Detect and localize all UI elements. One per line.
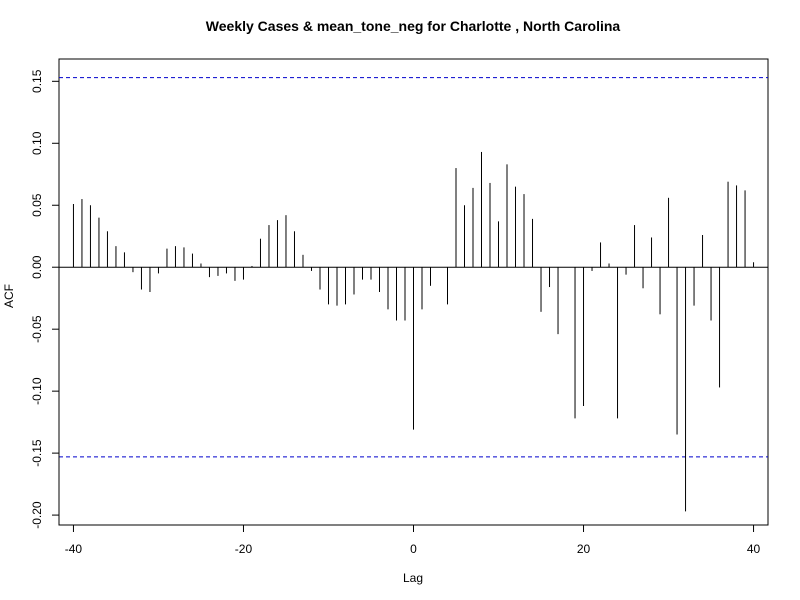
y-tick-label: 0.10 bbox=[30, 131, 44, 155]
chart-marks bbox=[59, 77, 768, 512]
chart-axes: -40 -20 0 20 40 -0.20 -0.15 -0.10 -0.05 0.00 0.05 0… bbox=[30, 69, 761, 556]
y-tick-label: 0.15 bbox=[30, 69, 44, 93]
x-tick-label: 20 bbox=[577, 542, 591, 556]
y-tick-label: -0.15 bbox=[30, 439, 44, 467]
x-axis-label: Lag bbox=[403, 571, 423, 585]
x-tick-label: -40 bbox=[65, 542, 83, 556]
y-axis-label: ACF bbox=[2, 284, 16, 308]
y-tick-label: -0.20 bbox=[30, 501, 44, 529]
y-tick-label: 0.05 bbox=[30, 193, 44, 217]
x-tick-label: 0 bbox=[410, 542, 417, 556]
y-tick-label: -0.10 bbox=[30, 377, 44, 405]
x-tick-label: -20 bbox=[235, 542, 253, 556]
y-tick-label: -0.05 bbox=[30, 315, 44, 343]
chart-title: Weekly Cases & mean_tone_neg for Charlot… bbox=[206, 18, 621, 34]
y-tick-label: 0.00 bbox=[30, 255, 44, 279]
x-tick-label: 40 bbox=[747, 542, 761, 556]
